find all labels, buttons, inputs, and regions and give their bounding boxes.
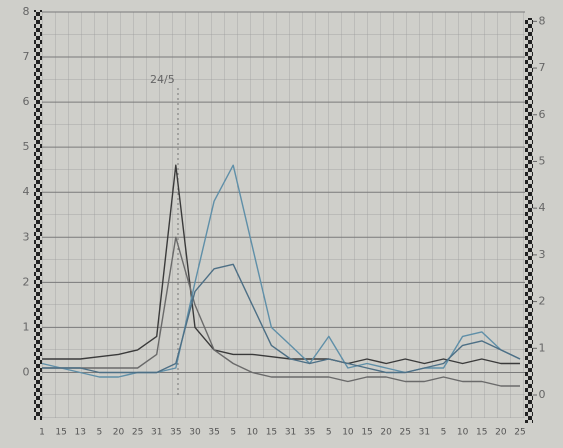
y2-tick-label: 0 (539, 388, 546, 401)
annotation: 24/5 (150, 73, 175, 86)
x-tick-label: 5 (326, 428, 332, 438)
y-tick-label: 1 (23, 320, 30, 333)
series-line (42, 263, 521, 374)
y-tick-label: 5 (23, 140, 30, 153)
x-tick-label: 35 (304, 428, 315, 438)
x-tick-label: 15 (476, 428, 487, 438)
y-tick-label: 0 (23, 365, 30, 378)
y-tick-label: 7 (23, 50, 30, 63)
y-tick-label: 6 (23, 95, 30, 108)
y-tick-label: 8 (23, 5, 30, 18)
y2-tick-label: 7 (539, 61, 546, 74)
y2-tick-label: 1 (539, 341, 546, 354)
x-tick-label: 20 (113, 428, 125, 438)
x-tick-label: 25 (400, 428, 411, 438)
x-tick-label: 31 (151, 428, 162, 438)
y2-tick-label: 3 (539, 248, 546, 261)
x-tick-label: 5 (441, 428, 447, 438)
series-line (42, 164, 520, 365)
x-tick-label: 25 (514, 428, 525, 438)
x-tick-label: 10 (457, 428, 469, 438)
x-tick-label: 15 (55, 428, 66, 438)
x-tick-label: 5 (230, 428, 236, 438)
right-border (525, 18, 533, 423)
x-tick-label: 5 (96, 428, 102, 438)
x-tick-label: 30 (189, 428, 201, 438)
y2-tick-label: 6 (539, 108, 546, 121)
x-tick-label: 10 (342, 428, 354, 438)
y-tick-label: 2 (23, 275, 30, 288)
x-tick-label: 25 (132, 428, 143, 438)
x-tick-label: 31 (419, 428, 430, 438)
series-line (41, 164, 521, 378)
y2-tick-label: 5 (539, 154, 546, 167)
series-line (42, 236, 520, 387)
x-tick-label: 15 (266, 428, 277, 438)
x-tick-label: 35 (170, 428, 181, 438)
x-tick-label: 20 (495, 428, 507, 438)
y2-tick-label: 4 (539, 201, 546, 214)
graph-paper (42, 12, 525, 418)
y-tick-label: 3 (23, 230, 30, 243)
x-tick-label: 35 (208, 428, 219, 438)
y2-tick-label: 8 (539, 14, 546, 27)
x-tick-label: 31 (285, 428, 296, 438)
x-tick-label: 20 (380, 428, 392, 438)
y2-tick-label: 2 (539, 295, 546, 308)
left-border (34, 10, 42, 420)
x-tick-label: 15 (361, 428, 372, 438)
x-tick-label: 13 (75, 428, 86, 438)
x-tick-label: 10 (247, 428, 259, 438)
y-tick-label: 4 (23, 185, 30, 198)
x-tick-label: 1 (39, 428, 45, 438)
